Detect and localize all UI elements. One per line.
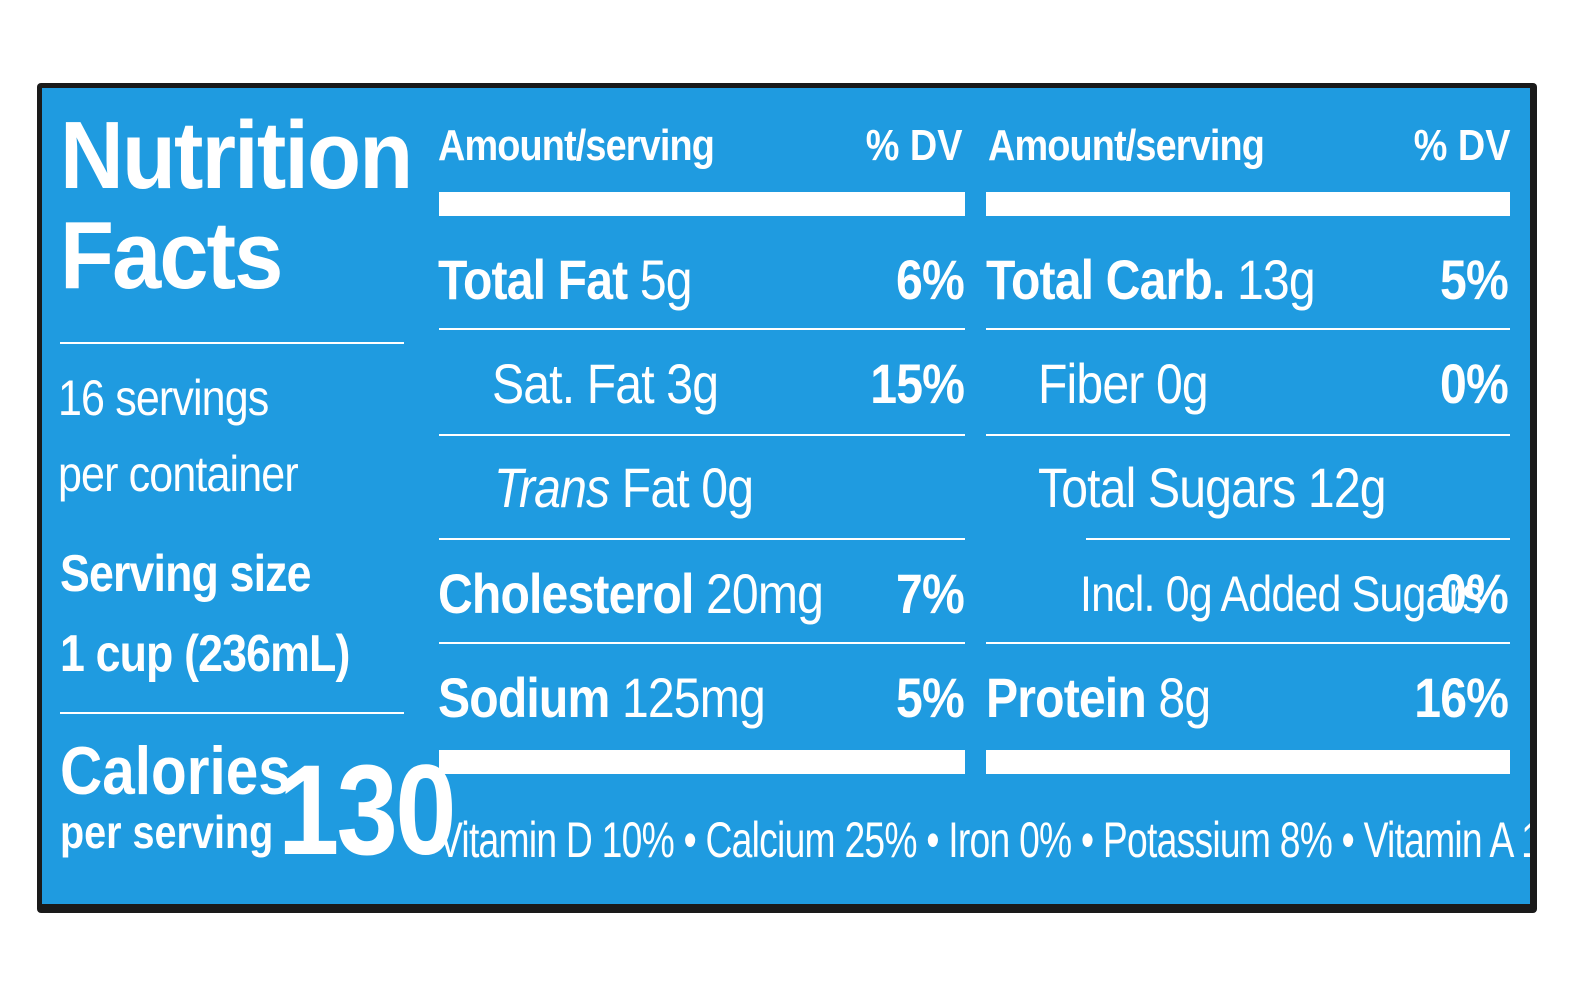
nutrient-row-protein: Protein 8g 16% (986, 658, 1509, 738)
calories-label: Calories per serving (60, 736, 291, 858)
thick-divider (986, 192, 1510, 216)
nutrient-name: Fiber 0g (1038, 352, 1209, 415)
nutrient-dv: 5% (896, 666, 965, 729)
nutrient-name: Incl. 0g Added Sugars (1080, 566, 1484, 622)
thick-divider (439, 750, 965, 774)
amount-header: Amount/serving (438, 121, 715, 170)
nutrient-row-cholesterol: Cholesterol 20mg 7% (438, 554, 965, 634)
amount-header: Amount/serving (988, 121, 1265, 170)
divider (1086, 538, 1510, 540)
nutrient-row-total-sugars: Total Sugars 12g (1038, 448, 1508, 528)
dv-header: % DV (1413, 121, 1510, 170)
divider (439, 538, 965, 540)
nutrition-facts-label: Nutrition Facts 16 servings per containe… (42, 88, 1530, 904)
nutrient-dv: 0% (1440, 352, 1509, 415)
serving-size: Serving size 1 cup (236mL) (60, 534, 350, 694)
nutrient-amount: 20mg (693, 562, 824, 625)
nutrient-name: Total Carb. (986, 248, 1225, 311)
nutrient-amount: 5g (627, 248, 693, 311)
nutrient-name: Fat 0g (609, 456, 754, 519)
nutrient-amount: 8g (1145, 666, 1211, 729)
divider (439, 328, 965, 330)
nutrient-name: Total Sugars 12g (1038, 456, 1387, 519)
nutrient-row-added-sugars: Incl. 0g Added Sugars 0% (1080, 554, 1509, 634)
title-line-2: Facts (60, 202, 283, 309)
divider (439, 434, 965, 436)
nutrient-row-sat-fat: Sat. Fat 3g 15% (492, 344, 965, 424)
thick-divider (986, 750, 1510, 774)
vitamins-minerals-line: Vitamin D 10% • Calcium 25% • Iron 0% • … (438, 812, 1530, 868)
dv-header: % DV (865, 121, 962, 170)
right-header: Amount/serving % DV (988, 116, 1510, 176)
nutrient-name: Cholesterol (438, 562, 694, 625)
nutrient-row-total-carb: Total Carb. 13g 5% (986, 240, 1509, 320)
nutrient-row-sodium: Sodium 125mg 5% (438, 658, 965, 738)
label-title: Nutrition Facts (60, 102, 413, 309)
divider (60, 342, 404, 344)
nutrient-dv: 7% (896, 562, 965, 625)
nutrient-dv: 16% (1414, 666, 1509, 729)
nutrient-name: Sat. Fat 3g (492, 352, 719, 415)
nutrient-dv: 15% (870, 352, 965, 415)
nutrient-dv: 0% (1440, 562, 1509, 625)
serving-size-label: Serving size (60, 545, 312, 603)
nutrient-amount: 13g (1224, 248, 1316, 311)
divider (60, 712, 404, 714)
nutrient-amount: 125mg (609, 666, 766, 729)
nutrient-row-trans-fat: Trans Fat 0g (494, 448, 964, 528)
thick-divider (439, 192, 965, 216)
nutrient-name-italic: Trans (494, 456, 610, 519)
title-line-1: Nutrition (60, 102, 413, 209)
nutrient-dv: 5% (1440, 248, 1509, 311)
nutrient-row-total-fat: Total Fat 5g 6% (438, 240, 965, 320)
nutrient-name: Sodium (438, 666, 610, 729)
nutrient-name: Total Fat (438, 248, 628, 311)
nutrient-name: Protein (986, 666, 1147, 729)
servings-line-1: 16 servings (58, 370, 269, 426)
serving-size-value: 1 cup (236mL) (60, 625, 350, 683)
divider (986, 434, 1510, 436)
servings-per-container: 16 servings per container (58, 360, 299, 512)
nutrient-row-fiber: Fiber 0g 0% (1038, 344, 1509, 424)
divider (986, 328, 1510, 330)
calories-title: Calories (60, 733, 291, 809)
left-header: Amount/serving % DV (438, 116, 962, 176)
servings-line-2: per container (58, 446, 299, 502)
divider (986, 642, 1510, 644)
calories-value: 130 (278, 739, 456, 882)
nutrient-dv: 6% (896, 248, 965, 311)
divider (439, 642, 965, 644)
calories-sublabel: per serving (60, 806, 274, 858)
